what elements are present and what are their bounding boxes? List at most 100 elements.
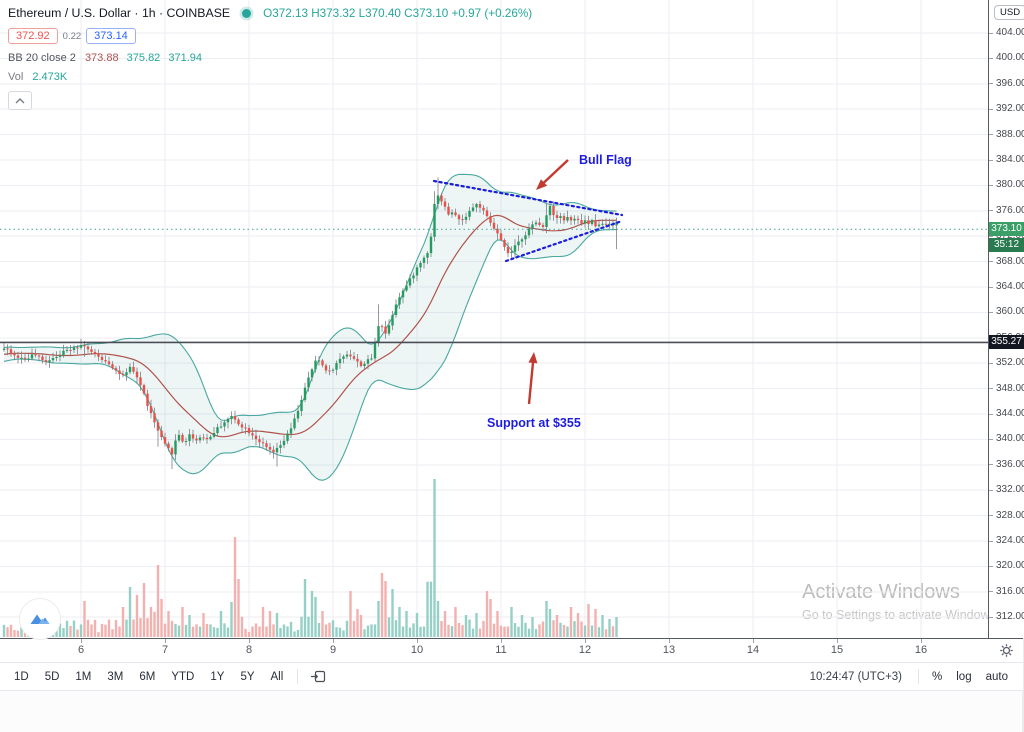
bull-flag-arrow [541,159,569,186]
chart-legend: Ethereum / U.S. Dollar · 1h · COINBASE O… [8,6,532,110]
price-tick-mark [989,413,993,415]
price-tick-label: 332.00 [996,484,1024,496]
chart-canvas[interactable]: Bull Flag Support at $355 [0,0,988,638]
range-button-1y[interactable]: 1Y [210,670,225,683]
price-tick-label: 316.00 [996,585,1024,597]
sell-price-button[interactable]: 372.92 [8,28,58,44]
vol-label: Vol [8,71,24,83]
log-scale-button[interactable]: log [956,670,972,683]
range-button-6m[interactable]: 6M [139,670,156,683]
price-axis[interactable]: USD 373.10 35:12 355.27 404.00 400.00 396.… [988,0,1024,638]
time-tick-mark [249,639,250,643]
bb-upper-value: 375.82 [126,52,161,64]
time-tick-mark [837,639,838,643]
flag-upper-trendline[interactable] [432,179,624,217]
vol-value: 2.473K [32,71,68,83]
price-tick-label: 328.00 [996,509,1024,521]
time-tick-label: 14 [746,644,760,656]
support-arrow-head [528,352,538,364]
bull-flag-arrow-head [536,179,548,190]
chart-logo-button[interactable] [20,599,60,639]
bb-lower-value: 371.94 [168,52,203,64]
price-tick-label: 348.00 [996,382,1024,394]
time-axis[interactable]: 6 7 8 9 10 11 12 13 14 15 16 [0,638,1023,663]
bollinger-basis-line [3,214,617,438]
clock-utc-label[interactable]: 10:24:47 (UTC+3) [809,670,903,683]
time-tick-label: 11 [495,644,507,656]
time-tick-mark [753,639,754,643]
auto-scale-button[interactable]: auto [985,670,1008,683]
data-feed-status-icon [242,8,252,18]
bottom-toolbar: 1D 5D 1M 3M 6M YTD 1Y 5Y All 10:24:47 (UTC+3) % … [0,662,1023,691]
time-tick-label: 9 [329,644,337,656]
time-tick-mark [165,639,166,643]
support-price-badge: 355.27 [989,335,1024,350]
volume-series [2,479,618,637]
price-tick-mark [989,540,993,542]
price-tick-label: 396.00 [996,77,1024,89]
range-button-all[interactable]: All [270,670,284,683]
price-tick-mark [989,311,993,313]
price-tick-mark [989,184,993,186]
time-tick-mark [669,639,670,643]
candlestick-series [2,177,618,470]
ohlc-summary: O372.13 H373.32 L370.40 C373.10 +0.97 (+… [263,6,533,20]
price-tick-mark [989,83,993,85]
price-tick-label: 376.00 [996,204,1024,216]
range-button-5y[interactable]: 5Y [240,670,255,683]
price-tick-mark [989,515,993,517]
price-tick-mark [989,134,993,136]
buy-price-button[interactable]: 373.14 [86,28,136,44]
time-tick-label: 15 [830,644,844,656]
price-tick-mark [989,210,993,212]
range-button-3m[interactable]: 3M [107,670,124,683]
time-tick-label: 6 [77,644,85,656]
time-tick-mark [81,639,82,643]
price-tick-label: 392.00 [996,103,1024,115]
watermark-line2: Go to Settings to activate Windows. [802,608,1000,622]
price-tick-mark [989,616,993,618]
price-tick-label: 404.00 [996,27,1024,38]
range-button-5d[interactable]: 5D [44,670,60,683]
date-range-buttons: 1D 5D 1M 3M 6M YTD 1Y 5Y All [6,669,291,685]
support-arrow [527,359,535,405]
price-tick-mark [989,286,993,288]
bar-countdown-badge: 35:12 [989,237,1024,252]
price-tick-label: 352.00 [996,357,1024,369]
time-tick-label: 8 [245,644,253,656]
flag-lower-trendline[interactable] [504,219,624,263]
symbol-title[interactable]: Ethereum / U.S. Dollar · 1h · COINBASE [8,6,231,20]
price-tick-mark [989,362,993,364]
price-tick-mark [989,489,993,491]
settings-gear-icon[interactable] [999,643,1014,661]
time-tick-label: 12 [578,644,592,656]
time-tick-label: 7 [161,644,169,656]
price-tick-label: 384.00 [996,154,1024,165]
time-tick-mark [333,639,334,643]
range-button-1d[interactable]: 1D [14,670,29,683]
last-price-badge: 373.10 [989,222,1024,237]
bollinger-legend-row[interactable]: BB 20 close 2 373.88 375.82 371.94 [8,52,532,64]
price-tick-label: 312.00 [996,611,1024,623]
percent-scale-button[interactable]: % [932,670,943,683]
collapse-legend-button[interactable] [8,91,32,110]
currency-button[interactable]: USD [994,5,1024,20]
price-tick-label: 360.00 [996,306,1024,318]
price-tick-mark [989,565,993,567]
range-button-1m[interactable]: 1M [75,670,92,683]
bull-flag-label[interactable]: Bull Flag [579,153,632,167]
time-tick-mark [921,639,922,643]
price-tick-mark [989,438,993,440]
go-to-date-button[interactable] [304,668,333,685]
price-tick-mark [989,32,993,34]
price-tick-label: 324.00 [996,535,1024,546]
price-tick-mark [989,464,993,466]
price-tick-label: 400.00 [996,52,1024,64]
range-button-ytd[interactable]: YTD [171,670,195,683]
spread-value: 0.22 [62,30,82,42]
volume-legend-row[interactable]: Vol 2.473K [8,71,532,83]
support-label[interactable]: Support at $355 [487,416,581,430]
price-tick-label: 336.00 [996,458,1024,470]
toolbar-divider [297,669,299,684]
price-tick-label: 388.00 [996,128,1024,140]
